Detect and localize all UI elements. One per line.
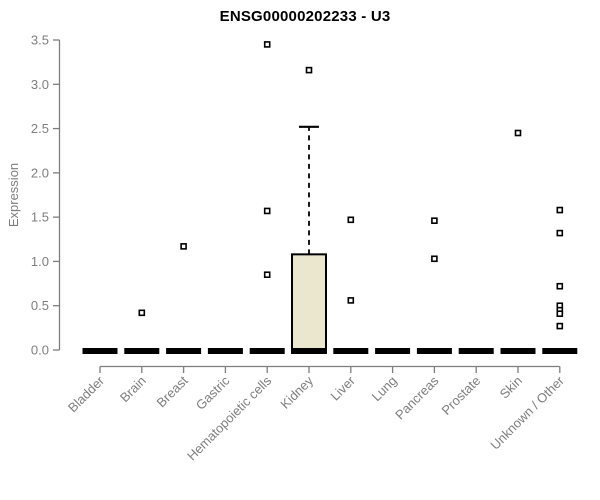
y-tick-label: 0.5 [31,298,49,313]
collapsed-box-bar [207,348,243,354]
chart-title: ENSG00000202233 - U3 [219,8,391,25]
y-tick-label: 3.0 [31,77,49,92]
outlier-point [263,207,271,215]
outlier-point [305,66,313,74]
outlier-point [347,297,355,304]
x-tick-label: Gastric [193,373,233,413]
collapsed-box-bar [542,348,578,354]
y-tick-label: 0.0 [31,343,49,358]
collapsed-box-bar [500,348,536,354]
outlier-point [431,217,438,224]
outlier-point [514,129,522,137]
x-tick-label: Liver [327,373,358,404]
y-tick-label: 3.5 [31,33,49,48]
y-tick-label: 1.5 [31,210,49,225]
x-tick-label: Kidney [277,373,316,412]
median-line [291,348,327,354]
x-tick-label: Lung [369,373,400,404]
collapsed-box-bar [166,348,202,354]
box-body [291,253,327,351]
collapsed-box-bar [458,348,494,354]
outlier-point [263,271,271,279]
x-tick-label: Unknown / Other [487,373,567,453]
collapsed-box-bar [124,348,160,354]
outlier-point [431,255,438,263]
x-tick-label: Breast [154,373,191,410]
outlier-point [556,322,564,330]
outlier-point [556,282,564,290]
collapsed-box-bar [416,348,452,354]
y-tick-label: 2.5 [31,121,49,136]
x-tick-label: Bladder [65,373,108,416]
x-tick-label: Skin [497,373,525,401]
collapsed-box-bar [333,348,369,354]
outlier-point [138,309,146,317]
outlier-point [556,229,564,237]
collapsed-box-bar [249,348,285,354]
outlier-point [556,310,564,317]
x-tick-label: Prostate [438,373,483,418]
x-tick-label: Pancreas [392,373,442,423]
outlier-point [180,243,187,250]
outlier-point [347,216,355,224]
outlier-point [263,41,271,48]
collapsed-box-bar [375,348,411,354]
y-tick-label: 2.0 [31,165,49,180]
collapsed-box-bar [82,348,118,354]
x-tick-label: Brain [117,373,149,405]
y-tick-label: 1.0 [31,254,49,269]
outlier-point [556,206,564,214]
y-axis-title: Expression [6,162,21,228]
